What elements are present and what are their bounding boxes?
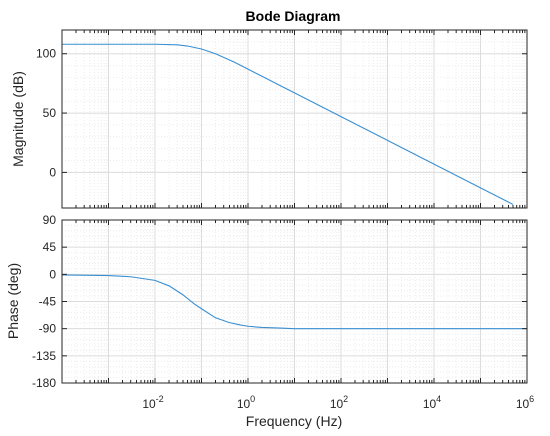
- x-tick-label: 106: [516, 394, 534, 411]
- magnitude-series: [62, 43, 514, 205]
- x-tick-label: 104: [423, 394, 441, 411]
- x-tick-label-exponent: 4: [436, 394, 441, 404]
- phase-axes-border: [61, 219, 528, 384]
- phase-y-tick-label: 90: [43, 213, 57, 227]
- x-tick-label-exponent: 2: [343, 394, 348, 404]
- phase-y-tick-label: -90: [39, 322, 57, 336]
- phase-y-tick-label: -135: [32, 349, 56, 363]
- phase-y-tick-label: -180: [32, 376, 56, 390]
- phase-series: [62, 274, 527, 330]
- magnitude-y-tick-label: 50: [43, 106, 57, 120]
- phase-y-tick-label: 0: [49, 267, 56, 281]
- x-tick-label-exponent: -2: [156, 394, 164, 404]
- phase-y-tick-label: 45: [43, 240, 57, 254]
- x-tick-label-base: 10: [516, 397, 530, 411]
- x-tick-label: 100: [237, 394, 255, 411]
- x-tick-label-exponent: 0: [250, 394, 255, 404]
- magnitude-y-ticks: 0 50 100: [36, 47, 527, 179]
- x-tick-label: 102: [330, 394, 348, 411]
- x-tick-label-base: 10: [423, 397, 437, 411]
- x-tick-label-exponent: 6: [529, 394, 534, 404]
- magnitude-y-tick-label: 100: [36, 47, 56, 61]
- x-tick-label: 10-2: [142, 394, 163, 411]
- phase-y-axis-label: Phase (deg): [5, 263, 21, 339]
- phase-line: [62, 274, 527, 330]
- magnitude-subplot: 0 50 100 Magnitude (dB): [10, 29, 528, 209]
- magnitude-axes-border: [61, 29, 528, 209]
- phase-y-tick-label: -45: [39, 295, 57, 309]
- magnitude-y-tick-label: 0: [49, 165, 56, 179]
- phase-y-ticks: 90 45 0 -45 -90 -135 -180: [32, 213, 527, 390]
- x-tick-label-base: 10: [142, 397, 156, 411]
- phase-subplot: 90 45 0 -45 -90 -135 -180 Phase (deg): [5, 213, 528, 390]
- x-axis-label: Frequency (Hz): [246, 413, 342, 429]
- magnitude-y-axis-label: Magnitude (dB): [10, 71, 26, 167]
- chart-title: Bode Diagram: [246, 8, 341, 24]
- x-tick-labels: 10-2 100 102 104 106: [142, 394, 534, 411]
- x-tick-label-base: 10: [237, 397, 251, 411]
- x-tick-label-base: 10: [330, 397, 344, 411]
- magnitude-line: [62, 43, 514, 205]
